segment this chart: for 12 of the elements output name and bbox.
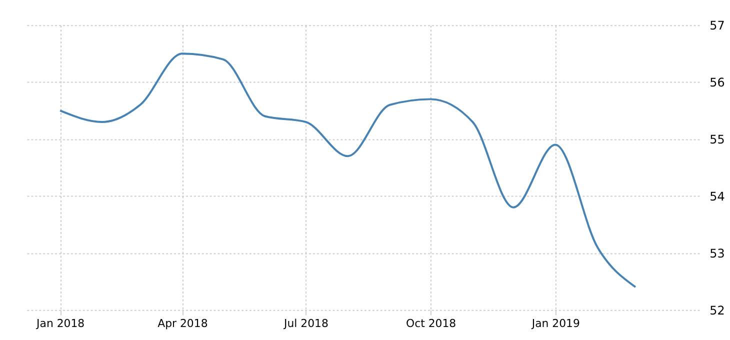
y-tick-label: 55 [710,132,725,146]
x-tick-label: Jan 2019 [530,317,580,330]
x-tick-label: Jul 2018 [283,317,328,330]
y-tick-label: 53 [710,246,725,260]
x-tick-label: Oct 2018 [406,317,456,330]
x-tick-label: Apr 2018 [158,317,208,330]
y-tick-label: 52 [710,303,725,318]
line-series [59,52,636,288]
y-tick-label: 57 [710,18,725,33]
y-tick-label: 56 [710,76,725,90]
x-tick-label: Jan 2018 [36,317,85,330]
y-tick-label: 54 [710,189,725,204]
